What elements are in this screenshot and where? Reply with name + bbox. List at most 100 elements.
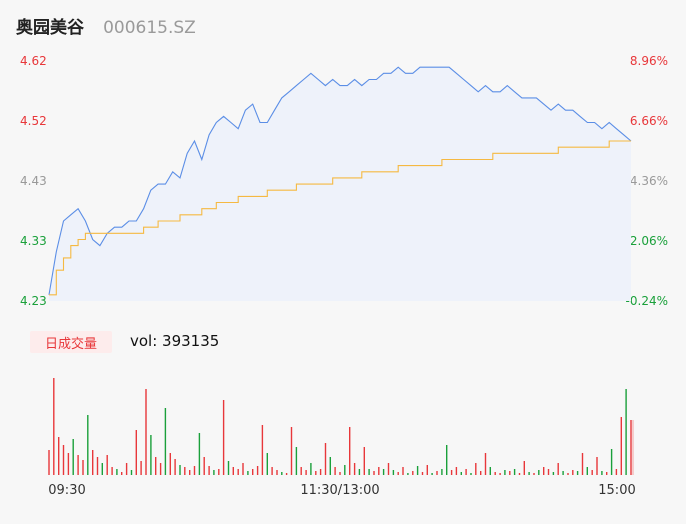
volume-bar <box>397 472 399 475</box>
volume-bar <box>484 453 487 475</box>
volume-bar <box>140 461 142 475</box>
price-tick-label: 4.43 <box>20 174 47 188</box>
volume-bar <box>319 469 322 475</box>
volume-bar <box>509 471 511 475</box>
volume-bar <box>552 472 555 475</box>
volume-bar <box>625 389 627 475</box>
volume-bar <box>237 469 239 475</box>
pct-tick-label: 2.06% <box>630 234 668 248</box>
volume-bar <box>567 473 569 475</box>
price-area <box>49 67 631 301</box>
volume-bar <box>87 415 89 475</box>
volume-bar <box>218 469 220 475</box>
volume-bar <box>344 465 346 475</box>
volume-bar <box>227 461 230 475</box>
volume-bar <box>523 461 525 475</box>
volume-bar <box>620 417 622 475</box>
volume-bar <box>135 430 137 475</box>
volume-bar <box>416 466 419 475</box>
volume-bar <box>48 450 50 475</box>
volume-bar <box>475 463 477 475</box>
volume-bar <box>489 467 491 475</box>
volume-readout: vol: 393135 <box>130 332 220 350</box>
volume-bar <box>111 467 113 475</box>
volume-bar <box>615 469 618 475</box>
price-tick-label: 4.52 <box>20 114 47 128</box>
volume-bar <box>213 470 215 475</box>
volume-bar <box>72 439 74 475</box>
volume-bar <box>67 453 70 475</box>
volume-bar <box>315 471 317 475</box>
volume-bar <box>363 447 365 475</box>
volume-bar <box>247 471 249 475</box>
volume-bar <box>533 473 535 475</box>
volume-bar <box>96 457 99 475</box>
volume-bar <box>145 389 147 475</box>
stock-code: 000615.SZ <box>103 18 196 38</box>
volume-bar <box>271 467 273 475</box>
price-tick-label: 4.62 <box>20 54 47 68</box>
volume-bar <box>252 469 254 475</box>
volume-tab[interactable]: 日成交量 <box>30 331 112 353</box>
volume-bar <box>77 455 79 475</box>
volume-bar <box>106 455 108 475</box>
volume-bar <box>494 472 496 475</box>
volume-bar <box>276 470 278 475</box>
volume-bar <box>596 457 598 475</box>
pct-tick-label: -0.24% <box>626 294 668 308</box>
volume-bar <box>290 427 293 475</box>
volume-bar <box>382 469 385 475</box>
price-line <box>48 66 632 295</box>
volume-bar <box>169 453 171 475</box>
volume-bar <box>121 472 123 475</box>
volume-bar <box>557 463 559 475</box>
volume-bar <box>581 453 584 475</box>
volume-bar <box>310 463 312 475</box>
volume-bar <box>334 467 336 475</box>
volume-bar <box>198 433 201 475</box>
volume-bar <box>281 472 283 475</box>
volume-bar <box>465 469 467 475</box>
volume-bar <box>339 472 341 475</box>
volume-bar <box>353 463 356 475</box>
volume-bar <box>53 378 55 475</box>
volume-bar <box>470 473 472 475</box>
volume-bar <box>591 470 593 475</box>
volume-bar <box>116 469 118 475</box>
volume-bar <box>518 473 521 475</box>
volume-bar <box>232 467 234 475</box>
volume-bar <box>431 473 433 475</box>
volume-bar <box>358 469 361 475</box>
volume-bar <box>164 408 167 475</box>
volume-bar <box>222 400 225 475</box>
volume-bar <box>174 459 176 475</box>
volume-bar <box>480 471 482 475</box>
volume-bar <box>572 470 574 475</box>
volume-bar <box>92 450 94 475</box>
volume-bar <box>543 467 545 475</box>
volume-bar <box>387 463 390 475</box>
volume-bar <box>155 457 157 475</box>
volume-bar <box>101 463 103 475</box>
volume-bar <box>450 470 453 475</box>
stock-name: 奥园美谷 <box>16 18 84 38</box>
volume-bar <box>208 466 210 475</box>
volume-bar <box>82 460 84 475</box>
volume-bar <box>426 465 428 475</box>
volume-bar <box>150 435 152 475</box>
volume-bar <box>606 472 608 475</box>
volume-bar <box>460 472 462 475</box>
pct-tick-label: 4.36% <box>630 174 668 188</box>
volume-bar <box>446 445 448 475</box>
volume-bar <box>266 453 268 475</box>
volume-bar <box>504 470 506 475</box>
volume-bar <box>538 470 540 475</box>
price-tick-label: 4.33 <box>20 234 47 248</box>
volume-bar <box>285 473 288 475</box>
volume-bar <box>261 425 264 475</box>
time-tick-label: 09:30 <box>48 483 85 498</box>
volume-bar <box>256 466 259 475</box>
volume-bar <box>610 449 613 475</box>
